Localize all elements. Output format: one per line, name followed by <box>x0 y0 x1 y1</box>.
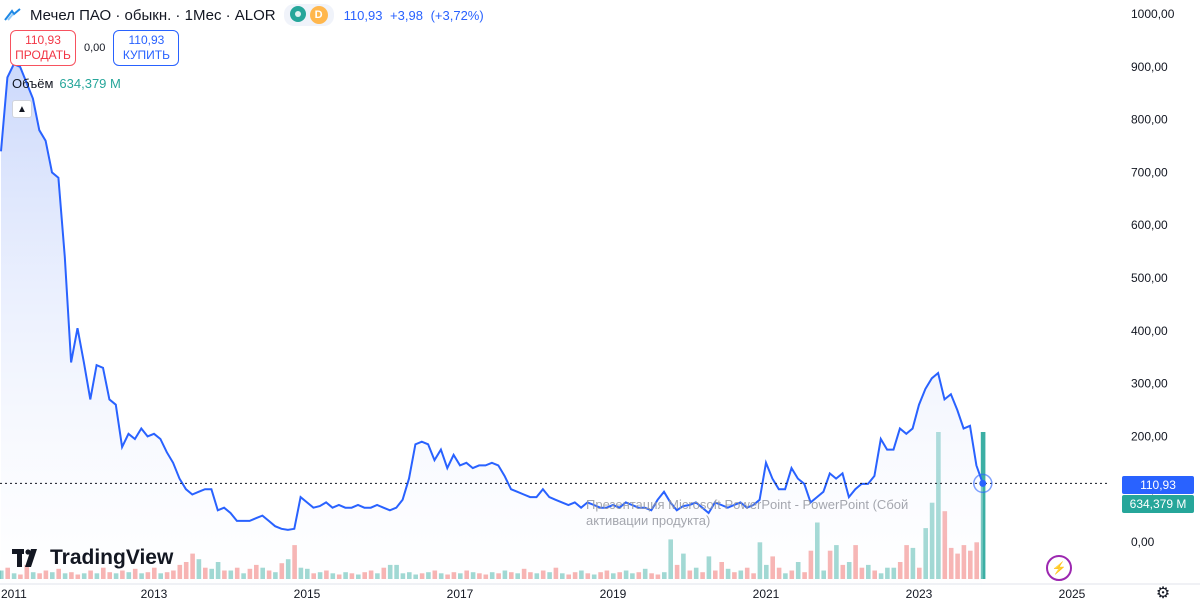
chevron-up-icon: ▲ <box>17 103 27 115</box>
sell-button[interactable]: 110,93 ПРОДАТЬ <box>10 30 76 66</box>
buy-price: 110,93 <box>128 33 165 47</box>
chart-header: Мечел ПАО · обыкн. · 1Мес · ALOR D 110,9… <box>4 4 488 26</box>
y-tick-label: 600,00 <box>1131 218 1168 232</box>
y-tick-label: 400,00 <box>1131 324 1168 338</box>
collapse-legend-button[interactable]: ▲ <box>12 100 32 118</box>
spread-value: 0,00 <box>84 42 106 54</box>
lightning-icon[interactable]: ⚡ <box>1046 555 1072 581</box>
symbol-logo-icon <box>4 8 21 21</box>
price-area <box>1 64 983 600</box>
tradingview-logo[interactable]: TradingView <box>12 546 173 570</box>
delayed-data-badge[interactable]: D <box>309 6 328 24</box>
y-tick-label: 900,00 <box>1131 60 1168 74</box>
volume-legend[interactable]: Объём 634,379 M <box>12 76 121 91</box>
x-tick-label: 2015 <box>294 587 321 601</box>
volume-axis-label: 634,379 M <box>1122 495 1194 513</box>
last-price-axis-label: 110,93 <box>1122 476 1194 494</box>
x-tick-label: 2017 <box>447 587 474 601</box>
x-axis: 2011 2013 2015 2017 2019 2021 2023 2025 <box>0 583 1200 601</box>
y-axis: 0,00100,00200,00300,00400,00500,00600,00… <box>1131 7 1175 549</box>
gear-icon[interactable]: ⚙ <box>1155 585 1171 602</box>
volume-legend-value: 634,379 M <box>59 76 121 91</box>
last-price-marker <box>973 473 993 494</box>
x-tick-label: 2025 <box>1059 587 1086 601</box>
x-tick-label: 2013 <box>141 587 168 601</box>
y-tick-label: 500,00 <box>1131 271 1168 285</box>
tradingview-logo-icon <box>12 549 37 567</box>
status-badges[interactable]: D <box>283 4 334 26</box>
volume-legend-label: Объём <box>12 76 54 91</box>
x-tick-label: 2019 <box>600 587 627 601</box>
y-tick-label: 200,00 <box>1131 429 1168 443</box>
buy-button[interactable]: 110,93 КУПИТЬ <box>113 30 180 66</box>
y-tick-label: 0,00 <box>1131 535 1155 549</box>
x-tick-label: 2023 <box>906 587 933 601</box>
x-tick-label: 2021 <box>753 587 780 601</box>
y-tick-label: 800,00 <box>1131 113 1168 127</box>
symbol-title[interactable]: Мечел ПАО · обыкн. · 1Мес · ALOR <box>30 6 276 24</box>
sell-price: 110,93 <box>25 33 61 47</box>
sell-label: ПРОДАТЬ <box>15 48 71 62</box>
price-line <box>0 62 984 531</box>
market-open-icon[interactable] <box>289 6 306 22</box>
x-tick-label: 2011 <box>1 587 27 601</box>
os-notification-watermark: Презентация Microsoft PowerPoint - Power… <box>586 497 909 528</box>
y-tick-label: 1000,00 <box>1131 7 1175 21</box>
trade-panel: 110,93 ПРОДАТЬ 0,00 110,93 КУПИТЬ <box>10 30 180 66</box>
tradingview-wordmark: TradingView <box>50 546 174 569</box>
volume-bar <box>980 432 986 579</box>
buy-label: КУПИТЬ <box>122 48 171 62</box>
last-price: 110,93 <box>343 7 383 23</box>
y-tick-label: 700,00 <box>1131 165 1168 179</box>
price-change-percent: (+3,72%) <box>430 7 484 23</box>
price-change: +3,98 <box>390 7 423 23</box>
quote-summary: 110,93 +3,98 (+3,72%) <box>344 8 488 23</box>
y-tick-label: 300,00 <box>1131 377 1168 391</box>
